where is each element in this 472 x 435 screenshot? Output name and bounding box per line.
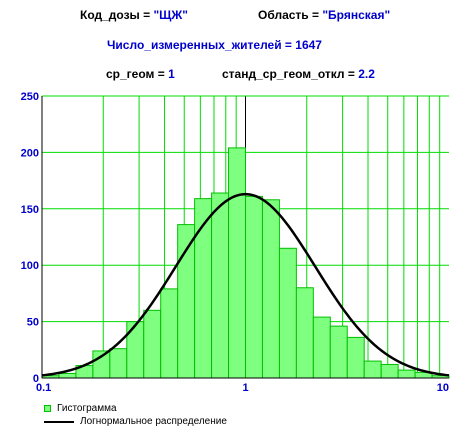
- histogram-bar: [245, 195, 263, 379]
- region-label: Область =: [258, 8, 323, 22]
- histogram-bar: [295, 287, 314, 379]
- geo-sd-value: 2.2: [358, 67, 375, 81]
- y-tick-label: 150: [21, 204, 39, 216]
- dose-code-label: Код_дозы =: [80, 8, 154, 22]
- geo-mean-label: ср_геом =: [106, 67, 169, 81]
- histogram-bar: [346, 336, 365, 379]
- y-tick-label: 100: [21, 260, 39, 272]
- count-label: Число_измеренных_жителей =: [107, 38, 296, 52]
- lognormal-swatch: [44, 420, 74, 423]
- legend-lognormal: Логнормальное распределение: [44, 416, 227, 427]
- tick-labels: 0 50 100 150 200 250 0.1 1 10: [21, 91, 449, 394]
- y-tick-label: 250: [21, 91, 39, 103]
- count-header: Число_измеренных_жителей = 1647: [107, 38, 322, 52]
- histogram-bar: [143, 309, 162, 379]
- region-header: Область = "Брянская": [258, 8, 390, 22]
- histogram-bars: [41, 147, 450, 379]
- histogram-bar: [58, 372, 77, 379]
- count-value: 1647: [295, 38, 322, 52]
- histogram-swatch: [44, 405, 51, 412]
- dose-code-header: Код_дозы = "ЩЖ": [80, 8, 188, 22]
- histogram-bar: [109, 348, 128, 379]
- histogram-bar: [363, 360, 382, 379]
- histogram-bar: [261, 199, 280, 379]
- histogram-bar: [278, 247, 297, 379]
- geo-sd-header: станд_ср_геом_откл = 2.2: [222, 67, 375, 81]
- y-tick-label: 50: [27, 317, 39, 329]
- y-tick-label: 0: [33, 373, 39, 385]
- axes: [41, 96, 449, 379]
- lognormal-curve: [41, 192, 450, 377]
- histogram-bar: [177, 224, 196, 379]
- legend-lognormal-label: Логнормальное распределение: [80, 416, 227, 427]
- lognormal-curve-path: [41, 192, 450, 377]
- geo-sd-label: станд_ср_геом_откл =: [222, 67, 359, 81]
- dose-code-value: "ЩЖ": [153, 8, 188, 22]
- y-tick-label: 200: [21, 147, 39, 159]
- histogram-bar: [228, 147, 247, 379]
- region-value: "Брянская": [322, 8, 391, 22]
- x-tick-label: 1: [242, 382, 248, 394]
- histogram-bar: [329, 325, 348, 379]
- geo-mean-value: 1: [168, 67, 175, 81]
- x-tick-label: 10: [437, 382, 449, 394]
- x-tick-label: 0.1: [36, 382, 51, 394]
- histogram-bar: [397, 369, 416, 379]
- histogram-bar: [380, 363, 399, 379]
- histogram-bar: [126, 321, 145, 379]
- legend-histogram: Гистограмма: [44, 403, 117, 414]
- legend-histogram-label: Гистограмма: [57, 403, 117, 414]
- geo-mean-header: ср_геом = 1: [106, 67, 175, 81]
- histogram-bar: [160, 288, 179, 379]
- histogram-bar: [211, 192, 230, 379]
- histogram-bar: [312, 316, 331, 379]
